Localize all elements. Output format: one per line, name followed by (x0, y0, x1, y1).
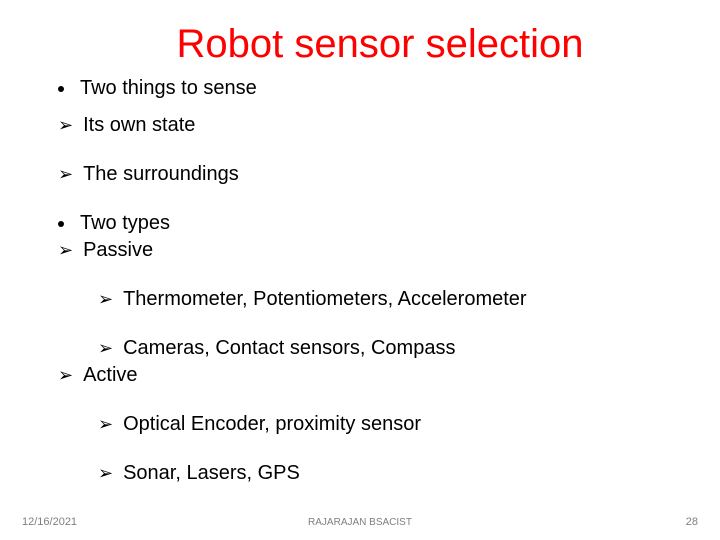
arrow-icon: ➢ (98, 414, 113, 435)
bullet-item: Two types (58, 212, 680, 235)
bullet-text: Its own state (83, 114, 195, 137)
arrow-icon: ➢ (98, 289, 113, 310)
arrow-icon: ➢ (98, 463, 113, 484)
bullet-item: ➢ Sonar, Lasers, GPS (58, 462, 680, 485)
slide-title: Robot sensor selection (40, 0, 720, 77)
slide: Robot sensor selection Two things to sen… (0, 0, 720, 540)
footer-page-number: 28 (686, 516, 698, 528)
arrow-icon: ➢ (98, 338, 113, 359)
dot-icon (58, 221, 64, 227)
bullet-text: Cameras, Contact sensors, Compass (123, 337, 455, 360)
bullet-item: ➢ Its own state (58, 114, 680, 137)
bullet-text: The surroundings (83, 163, 239, 186)
bullet-text: Active (83, 364, 137, 387)
dot-icon (58, 86, 64, 92)
bullet-item: ➢ Cameras, Contact sensors, Compass (58, 337, 680, 360)
bullet-text: Optical Encoder, proximity sensor (123, 413, 421, 436)
arrow-icon: ➢ (58, 115, 73, 136)
bullet-item: ➢ Optical Encoder, proximity sensor (58, 413, 680, 436)
bullet-item: ➢ Passive (58, 239, 680, 262)
bullet-text: Two types (80, 212, 170, 235)
bullet-text: Thermometer, Potentiometers, Acceleromet… (123, 288, 527, 311)
bullet-item: Two things to sense (58, 77, 680, 100)
bullet-item: ➢ Thermometer, Potentiometers, Accelerom… (58, 288, 680, 311)
arrow-icon: ➢ (58, 164, 73, 185)
footer-date: 12/16/2021 (22, 516, 77, 528)
footer-author: RAJARAJAN BSACIST (308, 517, 412, 528)
bullet-text: Sonar, Lasers, GPS (123, 462, 300, 485)
arrow-icon: ➢ (58, 365, 73, 386)
bullet-text: Two things to sense (80, 77, 257, 100)
slide-content: Two things to sense ➢ Its own state ➢ Th… (0, 77, 720, 485)
bullet-item: ➢ The surroundings (58, 163, 680, 186)
arrow-icon: ➢ (58, 240, 73, 261)
bullet-item: ➢ Active (58, 364, 680, 387)
bullet-text: Passive (83, 239, 153, 262)
